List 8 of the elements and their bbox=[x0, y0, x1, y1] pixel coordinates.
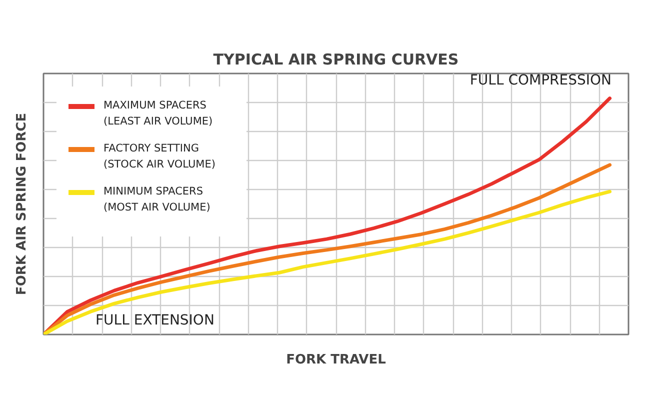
legend-label: MINIMUM SPACERS (MOST AIR VOLUME) bbox=[104, 186, 210, 214]
annotation: FULL EXTENSION bbox=[96, 312, 214, 328]
x-axis-title: FORK TRAVEL bbox=[286, 352, 386, 368]
text: FULL COMPRESSION bbox=[470, 72, 612, 88]
legend-label: MAXIMUM SPACERS (LEAST AIR VOLUME) bbox=[104, 100, 213, 128]
y-axis-title: FORK AIR SPRING FORCE bbox=[14, 112, 30, 296]
chart-title: TYPICAL AIR SPRING CURVES bbox=[213, 50, 459, 68]
legend-label: FACTORY SETTING (STOCK AIR VOLUME) bbox=[104, 142, 216, 171]
